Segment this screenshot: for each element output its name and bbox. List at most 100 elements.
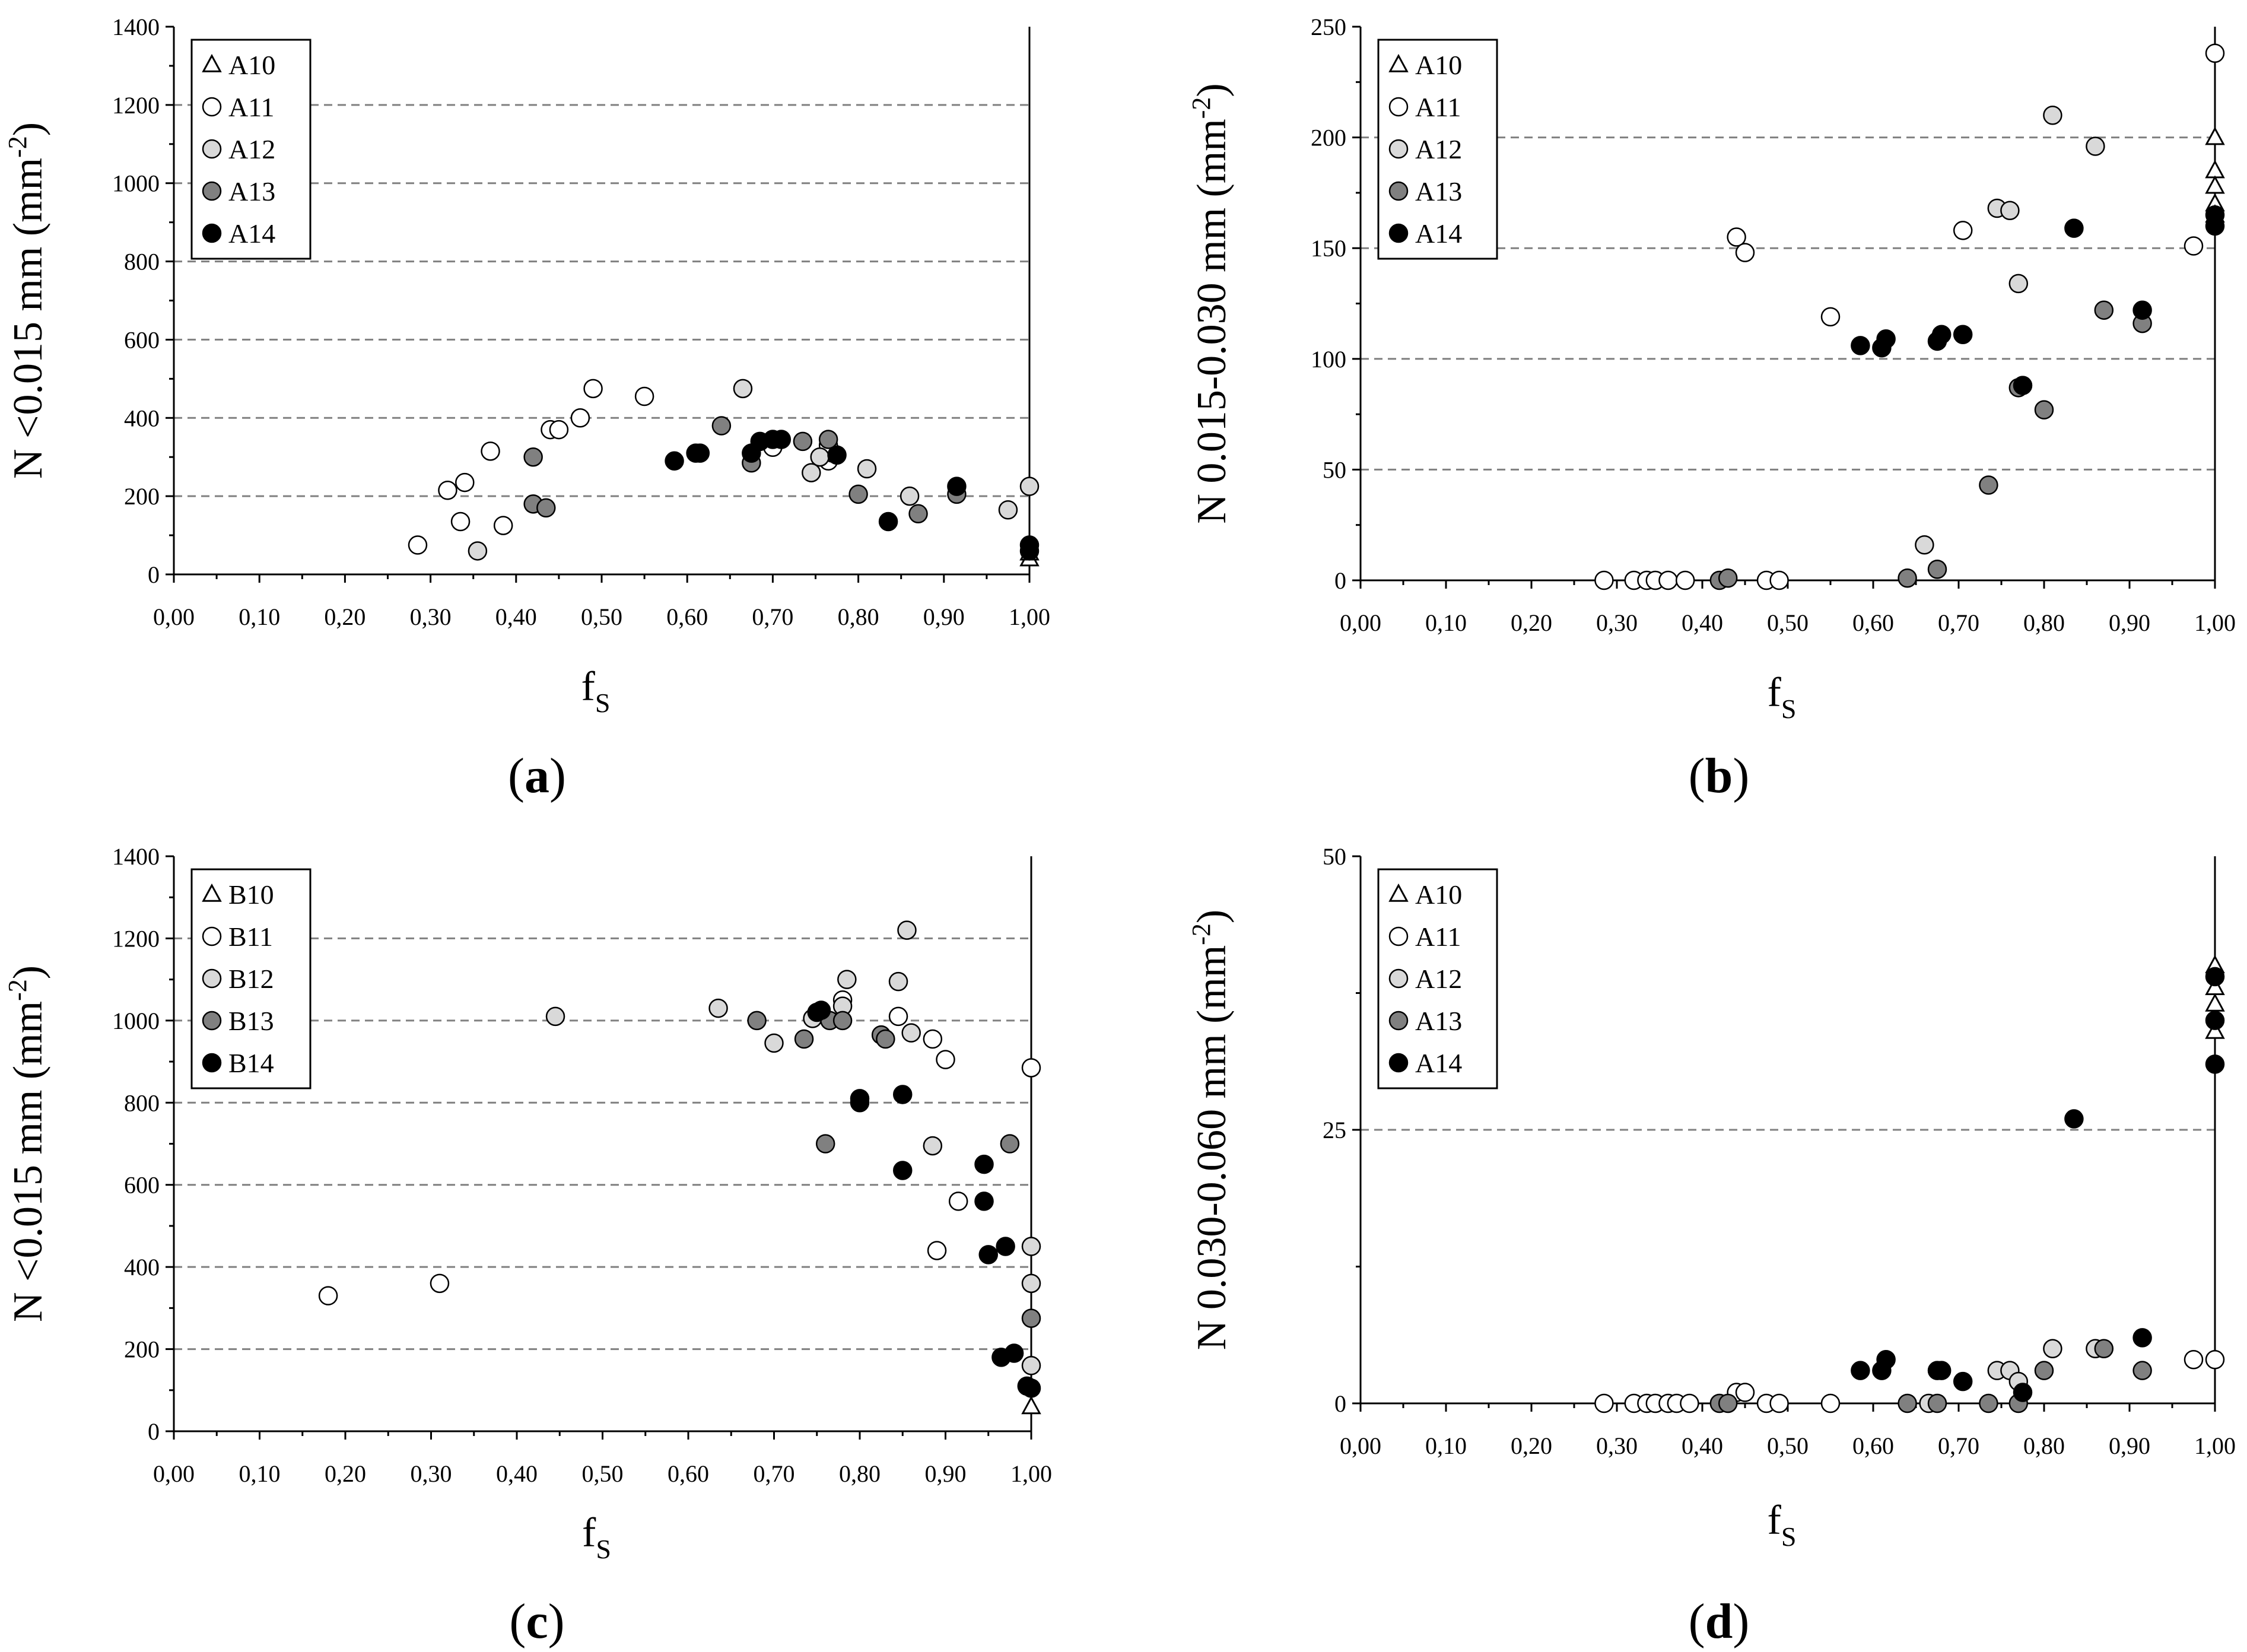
legend-marker	[202, 223, 222, 243]
series-B11	[318, 990, 1041, 1305]
x-tick-label: 0,00	[153, 603, 195, 630]
series-A12	[468, 379, 1040, 561]
data-point	[827, 445, 847, 465]
x-tick-label: 0,90	[923, 603, 965, 630]
data-point	[1927, 560, 1947, 579]
x-tick-label: 0,50	[1767, 609, 1809, 636]
data-point	[1021, 1308, 1041, 1328]
x-tick-label: 0,40	[1682, 609, 1723, 636]
x-tick-label: 0,80	[2023, 1432, 2065, 1459]
data-point	[996, 1237, 1015, 1256]
x-tick-label: 0,80	[839, 1460, 881, 1487]
data-point	[2132, 1328, 2152, 1348]
y-tick-label: 200	[124, 483, 160, 510]
x-tick-label: 0,50	[581, 603, 622, 630]
data-point	[536, 498, 556, 518]
data-point	[2008, 274, 2029, 294]
data-point	[978, 1245, 998, 1265]
legend-label: B14	[228, 1048, 274, 1078]
data-point	[888, 1006, 908, 1027]
data-point	[408, 535, 428, 555]
legend-label: A12	[228, 134, 275, 164]
data-point	[570, 408, 590, 428]
x-axis-title-sub: S	[596, 1534, 611, 1564]
legend-marker	[202, 181, 222, 201]
data-point	[948, 1192, 968, 1211]
data-point	[2205, 126, 2225, 145]
data-point	[888, 971, 908, 992]
chart-panel-a: 0 200 400 600 800 1000 1200 1400 0,00 0,10 0,20 0,3…	[3, 14, 1050, 803]
y-tick-label: 400	[124, 1254, 160, 1281]
data-point	[733, 379, 753, 399]
data-point	[1019, 476, 1040, 496]
data-point	[1021, 1396, 1041, 1415]
data-point	[1931, 325, 1952, 344]
data-point	[2064, 218, 2084, 238]
data-point	[1019, 541, 1040, 561]
legend-marker	[1388, 968, 1409, 989]
panel-label: (a)	[508, 748, 566, 803]
data-point	[2205, 967, 2225, 987]
x-axis-title-main: f	[582, 1510, 596, 1556]
data-point	[1898, 568, 1917, 588]
legend-label: A14	[1415, 1048, 1462, 1078]
panel-label: (d)	[1689, 1594, 1750, 1649]
data-point	[2094, 300, 2114, 320]
panel-label: (b)	[1689, 748, 1750, 803]
data-point	[2094, 1339, 2114, 1359]
data-point	[927, 1241, 947, 1260]
data-point	[901, 1023, 921, 1043]
y-tick-label: 250	[1311, 14, 1346, 40]
x-tick-label: 0,90	[925, 1460, 967, 1487]
x-tick-label: 1,00	[1009, 603, 1050, 630]
legend-label: A11	[228, 92, 275, 122]
legend-label: A13	[1415, 176, 1462, 206]
x-tick-label: 0,30	[411, 1460, 452, 1487]
data-point	[2132, 300, 2152, 320]
x-tick-label: 0,20	[324, 603, 366, 630]
data-point	[1927, 1393, 1947, 1413]
x-axis-title-sub: S	[1781, 694, 1797, 724]
data-point	[878, 512, 898, 532]
x-axis-title: fS	[582, 1510, 611, 1564]
legend-label: A13	[228, 176, 275, 206]
x-tick-label: 0,80	[2023, 609, 2065, 636]
y-tick-label: 0	[1334, 1390, 1346, 1417]
data-point	[438, 481, 457, 500]
data-point	[2205, 160, 2225, 179]
y-tick-label: 800	[124, 1089, 160, 1116]
y-tick-label: 0	[1334, 567, 1346, 594]
series-A14	[665, 430, 1040, 561]
legend-label: B12	[228, 964, 274, 994]
data-point	[1004, 1343, 1024, 1363]
data-point	[1675, 570, 1695, 590]
data-point	[2013, 376, 2033, 395]
data-point	[2205, 1054, 2225, 1074]
data-point	[1021, 1237, 1041, 1256]
data-point	[1876, 1349, 1896, 1370]
legend-label: A10	[1415, 50, 1462, 80]
data-point	[811, 1000, 831, 1020]
legend-marker	[1388, 53, 1409, 72]
series-A14	[1851, 967, 2225, 1402]
legend-marker	[202, 1053, 222, 1073]
legend: A10 A11 A12 A13 A14	[1377, 868, 1498, 1089]
data-point	[764, 1033, 784, 1053]
x-axis-title-main: f	[1768, 1498, 1782, 1543]
panel-label-letter: c	[526, 1594, 548, 1649]
data-point	[747, 1011, 767, 1031]
data-point	[893, 1161, 913, 1180]
data-point	[908, 504, 928, 524]
legend-marker	[1388, 926, 1409, 946]
x-axis-title-main: f	[1768, 670, 1782, 716]
data-point	[1851, 336, 1870, 355]
data-point	[2205, 175, 2225, 194]
x-tick-label: 1,00	[2194, 609, 2236, 636]
data-point	[897, 920, 917, 940]
x-tick-label: 0,70	[752, 603, 793, 630]
x-tick-label: 0,10	[239, 603, 280, 630]
y-tick-label: 1200	[112, 925, 160, 952]
data-point	[794, 1029, 814, 1049]
data-point	[690, 443, 710, 463]
